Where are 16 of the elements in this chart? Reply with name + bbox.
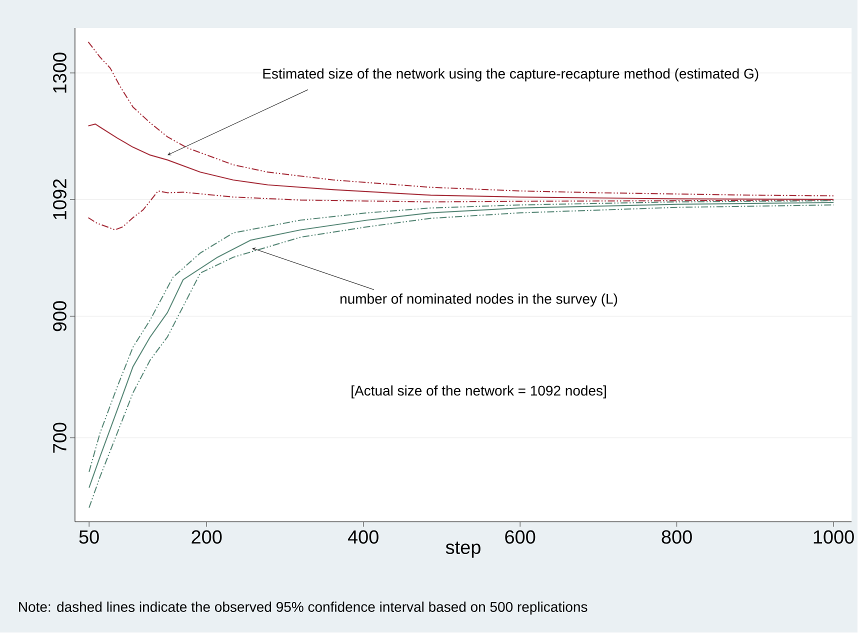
x-tick-label: 400: [348, 530, 378, 544]
y-tick-label: 1092: [52, 179, 66, 220]
x-tick-label: 600: [505, 530, 536, 544]
text: Note: dashed lines indicate the observed 95% confidence interval based on 500 replications: [19, 602, 588, 615]
y-tick-label: 700: [52, 422, 66, 453]
x-axis-title: step: [446, 542, 480, 558]
annotation: Estimated size of the network using the capture-recapture method (estimated G): [263, 68, 758, 82]
x-tick-label: 800: [662, 530, 692, 544]
line-series: [88, 42, 834, 197]
x-tick-label: 50: [79, 530, 99, 544]
annotation: [Actual size of the network = 1092 nodes]: [352, 386, 606, 399]
y-tick-label: 900: [52, 301, 66, 332]
x-tick-label: 1000: [814, 530, 854, 544]
annotation: number of nominated nodes in the survey (L): [340, 294, 618, 307]
x-tick-label: 200: [192, 530, 222, 544]
y-tick-label: 1300: [52, 52, 66, 93]
